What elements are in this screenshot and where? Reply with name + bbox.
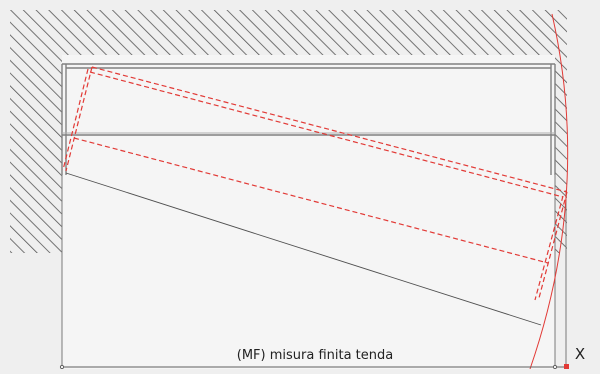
rotation-arc <box>529 13 569 370</box>
window-frame <box>61 63 556 175</box>
diagonal-guide-line <box>65 172 542 326</box>
x-point-marker <box>564 364 569 369</box>
dimension-line <box>59 364 566 370</box>
dimension-label: (MF) misura finita tenda <box>237 348 394 363</box>
wall-hatch <box>10 10 567 253</box>
x-axis-label: X <box>575 345 585 363</box>
window-opening <box>62 55 555 369</box>
measure-boundaries <box>61 175 567 369</box>
curtain-rotated-outline <box>62 66 568 301</box>
